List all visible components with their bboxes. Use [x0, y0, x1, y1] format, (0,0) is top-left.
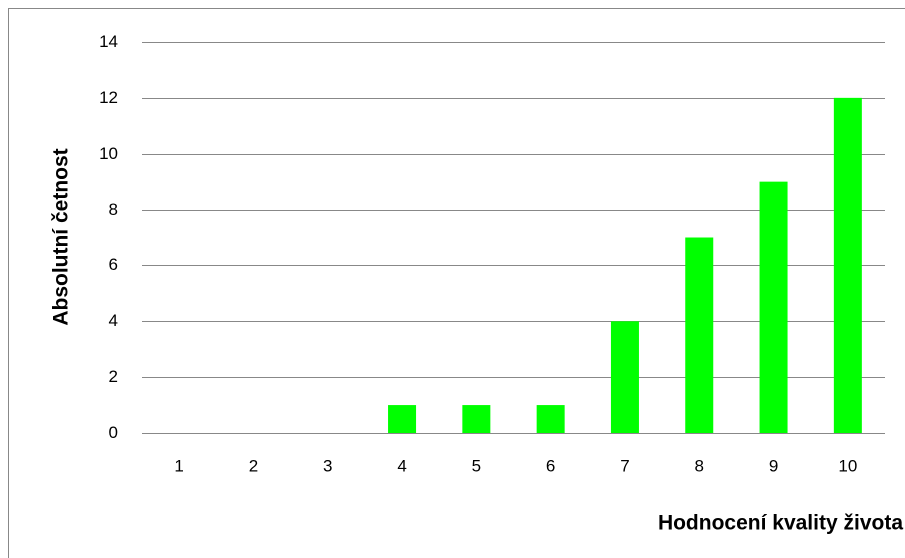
bar [462, 405, 491, 433]
y-tick-label: 4 [109, 311, 118, 330]
x-axis-title: Hodnocení kvality života [658, 512, 903, 535]
x-tick-label: 3 [323, 456, 332, 475]
x-tick-label: 8 [695, 456, 704, 475]
bar [610, 321, 639, 433]
y-axis-title: Absolutní četnost [50, 148, 73, 325]
x-tick-label: 2 [249, 456, 258, 475]
chart-frame [8, 8, 905, 558]
y-tick-label: 12 [99, 88, 118, 107]
y-tick-label: 2 [109, 367, 118, 386]
bar [759, 181, 788, 433]
y-tick-label: 14 [99, 32, 118, 51]
x-tick-label: 6 [546, 456, 555, 475]
bar [388, 405, 417, 433]
y-tick-label: 8 [109, 200, 118, 219]
y-tick-label: 6 [109, 255, 118, 274]
bar [833, 97, 862, 433]
bar [536, 405, 565, 433]
y-tick-label: 10 [99, 144, 118, 163]
x-tick-label: 5 [472, 456, 481, 475]
x-tick-label: 4 [397, 456, 406, 475]
y-tick-label: 0 [109, 423, 118, 442]
x-tick-label: 10 [838, 456, 857, 475]
x-tick-label: 9 [769, 456, 778, 475]
x-tick-label: 7 [620, 456, 629, 475]
bar [685, 237, 714, 433]
x-tick-label: 1 [174, 456, 183, 475]
